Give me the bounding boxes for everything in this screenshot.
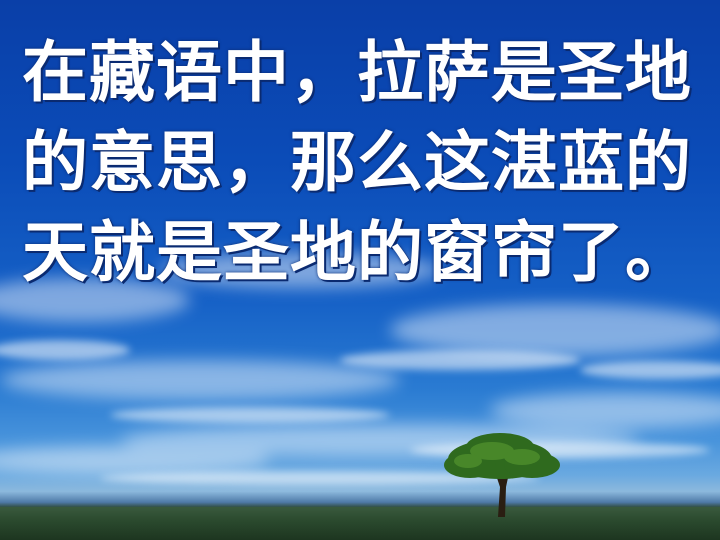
- slide-caption: 在藏语中，拉萨是圣地的意思，那么这湛蓝的天就是圣地的窗帘了。: [22, 34, 692, 291]
- tree-icon: [444, 433, 560, 517]
- grass-field: [0, 507, 720, 540]
